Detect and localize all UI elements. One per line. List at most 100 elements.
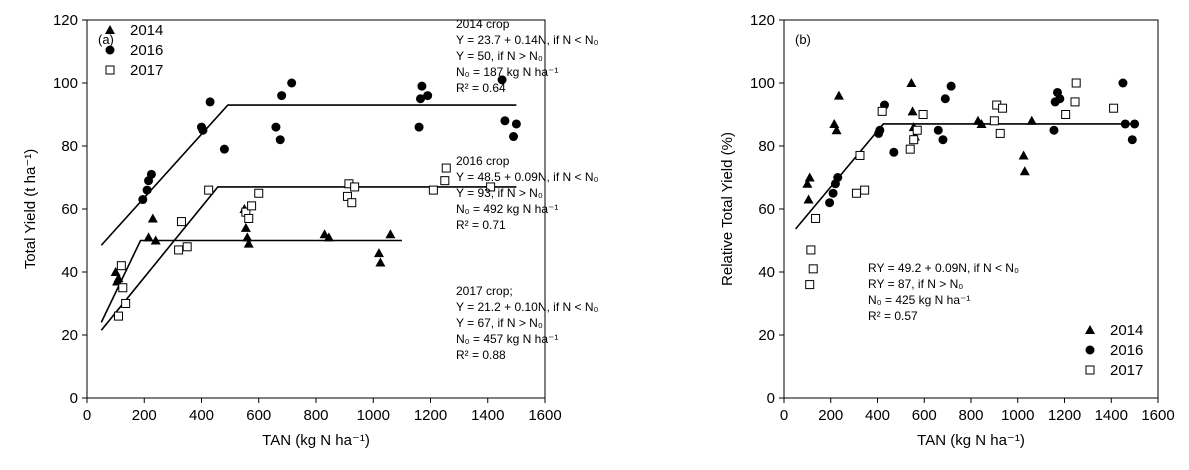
legend-marker-2014 [105, 25, 115, 34]
data-point-2017 [244, 213, 254, 223]
panel-a: 0 200 400 600 800 1000 1200 1400 1600 0 20 40 60 80 10… [22, 12, 599, 449]
data-point-2017 [918, 110, 928, 119]
data-point-2017 [855, 150, 865, 160]
data-point-2014 [976, 118, 987, 128]
data-point-2016 [1127, 135, 1137, 145]
x-tick-label: 400 [189, 407, 214, 424]
data-point-2016 [1049, 125, 1059, 135]
data-point-2014 [113, 273, 124, 283]
data-point-2017 [182, 242, 192, 252]
data-point-2016 [946, 81, 956, 91]
y-tick-label: 40 [758, 264, 775, 281]
data-point-2016 [1118, 78, 1128, 88]
data-point-2017 [116, 261, 126, 271]
data-point-2016 [938, 135, 948, 145]
series-2017 [805, 78, 1119, 290]
data-point-2014 [110, 267, 121, 276]
data-point-2016 [146, 169, 156, 179]
data-point-2014 [907, 106, 918, 116]
legend-marker-2017 [105, 65, 115, 75]
legend: 2014 2016 2017 [105, 22, 163, 79]
legend-label-2014: 2014 [1110, 322, 1143, 339]
data-point-2017 [113, 311, 123, 321]
data-point-2017 [204, 185, 214, 195]
series-2017 [113, 163, 496, 321]
y-axis-title: Total Yield (t ha⁻¹) [22, 149, 39, 269]
data-point-2016 [414, 122, 424, 132]
data-point-2016 [833, 173, 843, 182]
annotation-line: N₀ = 425 kg N ha⁻¹ [868, 293, 970, 307]
data-point-2016 [415, 94, 425, 104]
data-point-2017 [909, 135, 919, 145]
x-tick-label: 1400 [471, 407, 504, 424]
data-point-2017 [428, 185, 438, 195]
series-2014 [110, 204, 396, 286]
x-tick-label: 200 [132, 407, 157, 424]
annotation-line: N₀ = 492 kg N ha⁻¹ [456, 202, 558, 216]
x-axis-title: TAN (kg N ha⁻¹) [917, 432, 1025, 449]
y-tick-label: 20 [758, 327, 775, 344]
equation-annotation: 2017 crop; Y = 21.2 + 0.10N, if N < N₀ Y =… [456, 284, 599, 362]
annotation-line: 2014 crop [456, 17, 510, 31]
annotation-line: R² = 0.88 [456, 348, 506, 362]
data-point-2016 [511, 119, 521, 129]
data-point-2017 [247, 201, 257, 211]
data-point-2017 [877, 106, 887, 116]
annotation-line: Y = 23.7 + 0.14N, if N < N₀ [456, 33, 599, 47]
data-point-2017 [121, 299, 131, 308]
data-point-2016 [277, 91, 287, 101]
data-point-2017 [998, 103, 1008, 113]
x-tick-label: 200 [818, 407, 843, 424]
data-point-2014 [1019, 166, 1030, 176]
annotation-line: R² = 0.64 [456, 81, 506, 95]
y-tick-label: 0 [70, 390, 78, 407]
fit-line-2016 [100, 104, 517, 246]
data-point-2017 [254, 188, 264, 198]
legend-label-2014: 2014 [130, 22, 163, 39]
data-point-2014 [802, 178, 813, 188]
data-point-2014 [385, 229, 396, 239]
data-point-2017 [486, 182, 496, 192]
data-point-2017 [440, 176, 450, 186]
y-tick-label: 80 [758, 138, 775, 155]
data-point-2016 [1120, 119, 1130, 129]
annotation-line: Y = 93, if N > N₀ [456, 186, 543, 200]
annotation-line: N₀ = 457 kg N ha⁻¹ [456, 332, 558, 346]
equation-annotation: 2016 crop Y = 48.5 + 0.09N, if N < N₀ Y = … [456, 154, 599, 232]
data-point-2017 [176, 217, 186, 227]
x-tick-label: 600 [912, 407, 937, 424]
x-tick-label: 800 [958, 407, 983, 424]
equation-annotation: 2014 crop Y = 23.7 + 0.14N, if N < N₀ Y = … [456, 17, 599, 95]
annotation-line: R² = 0.57 [868, 309, 918, 323]
panel-label: (a) [98, 32, 114, 47]
y-tick-label: 100 [750, 75, 775, 92]
fit-line-2017 [100, 186, 517, 331]
data-point-2017 [350, 182, 360, 192]
data-point-2017 [1070, 97, 1080, 107]
data-point-2016 [875, 125, 885, 135]
data-point-2016 [142, 185, 152, 195]
data-point-2014 [1018, 150, 1029, 160]
data-point-2017 [347, 198, 357, 208]
data-point-2017 [851, 188, 861, 198]
data-point-2016 [933, 125, 943, 135]
equation-annotation: RY = 49.2 + 0.09N, if N < N₀ RY = 87, if … [868, 261, 1019, 323]
data-point-2017 [118, 283, 128, 293]
data-point-2017 [912, 125, 922, 135]
x-tick-label: 0 [83, 407, 91, 424]
data-point-2017 [811, 213, 821, 223]
y-tick-label: 40 [61, 264, 78, 281]
y-tick-label: 80 [61, 138, 78, 155]
data-point-2014 [323, 232, 334, 242]
data-point-2016 [1055, 94, 1065, 104]
y-tick-label: 20 [61, 327, 78, 344]
legend: 2014 2016 2017 [1085, 322, 1143, 379]
y-tick-label: 60 [61, 201, 78, 218]
x-tick-label: 800 [303, 407, 328, 424]
legend-label-2016: 2016 [1110, 342, 1143, 359]
data-point-2014 [803, 194, 814, 204]
data-point-2014 [831, 125, 842, 135]
data-point-2017 [1071, 78, 1081, 88]
y-tick-label: 0 [767, 390, 775, 407]
data-point-2016 [828, 188, 838, 198]
